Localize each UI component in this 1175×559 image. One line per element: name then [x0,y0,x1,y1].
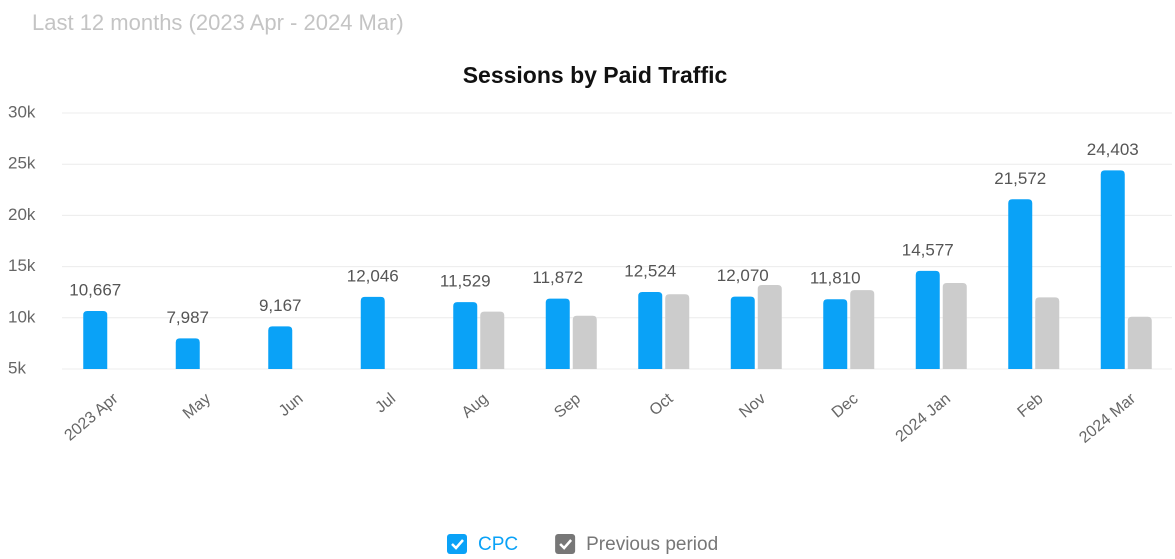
legend-item[interactable]: CPC [447,534,518,555]
bar [1035,297,1060,369]
x-tick-label: Oct [647,390,677,419]
x-tick: Jun [276,390,307,420]
legend-label[interactable]: CPC [478,534,518,555]
bar [1008,199,1033,369]
data-label: 24,403 [1087,140,1139,159]
x-tick: Dec [829,390,862,421]
data-label: 9,167 [259,296,302,315]
x-tick: Jul [372,390,399,416]
bar [942,282,967,369]
data-label: 12,524 [624,261,676,280]
bar [757,285,782,369]
chart-title: Sessions by Paid Traffic [463,62,728,88]
x-tick-label: Jun [276,390,307,420]
data-label: 10,667 [69,280,121,299]
legend-checkbox[interactable] [555,534,576,554]
y-tick-label: 20k [8,205,36,224]
x-tick-label: 2024 Jan [893,390,954,445]
x-tick-label: 2024 Mar [1076,390,1139,447]
legend-item[interactable]: Previous period [555,534,718,555]
x-tick: Oct [647,390,677,419]
x-tick: May [180,390,214,422]
data-label: 21,572 [994,169,1046,188]
legend-checkbox[interactable] [447,534,467,554]
subtitle: Last 12 months (2023 Apr - 2024 Mar) [32,10,404,35]
y-tick-label: 25k [8,154,36,173]
x-tick: Nov [736,390,769,421]
data-label: 7,987 [166,308,209,327]
data-label: 14,577 [902,240,954,259]
bar [175,338,200,369]
bar [1100,170,1125,369]
bar [480,311,505,369]
y-tick-label: 30k [8,102,36,121]
x-tick-label: Nov [736,390,769,421]
x-tick-label: 2023 Apr [62,390,123,445]
x-tick: 2023 Apr [62,390,123,445]
bar [360,296,385,369]
bar [638,291,663,369]
bar [823,299,848,369]
x-tick-label: Sep [551,390,584,421]
x-tick-label: Dec [829,390,862,421]
bar [665,294,690,369]
legend-label[interactable]: Previous period [586,534,718,555]
x-tick-label: Jul [372,390,399,416]
bar [730,296,755,369]
bar [83,310,108,369]
bar [572,315,597,369]
x-tick: Feb [1014,390,1046,421]
x-tick: Sep [551,390,584,421]
x-tick-label: May [180,390,214,422]
check-mark [451,539,464,550]
bar [268,326,293,369]
y-tick-label: 10k [8,307,36,326]
data-label: 12,046 [347,266,399,285]
y-tick-label: 5k [8,358,26,377]
x-tick: 2024 Jan [893,390,954,445]
bar [453,302,478,369]
bar [915,270,940,369]
bar [850,290,875,369]
bar [1127,316,1152,369]
x-tick: Aug [459,390,492,421]
check-mark [559,539,573,550]
data-label: 12,070 [717,266,769,285]
data-label: 11,872 [532,268,583,287]
data-label: 11,810 [810,269,861,288]
bar [545,298,570,369]
x-tick-label: Aug [459,390,492,421]
x-tick-label: Feb [1014,390,1046,421]
y-tick-label: 15k [8,256,36,275]
x-tick: 2024 Mar [1076,390,1139,447]
data-label: 11,529 [440,272,491,291]
